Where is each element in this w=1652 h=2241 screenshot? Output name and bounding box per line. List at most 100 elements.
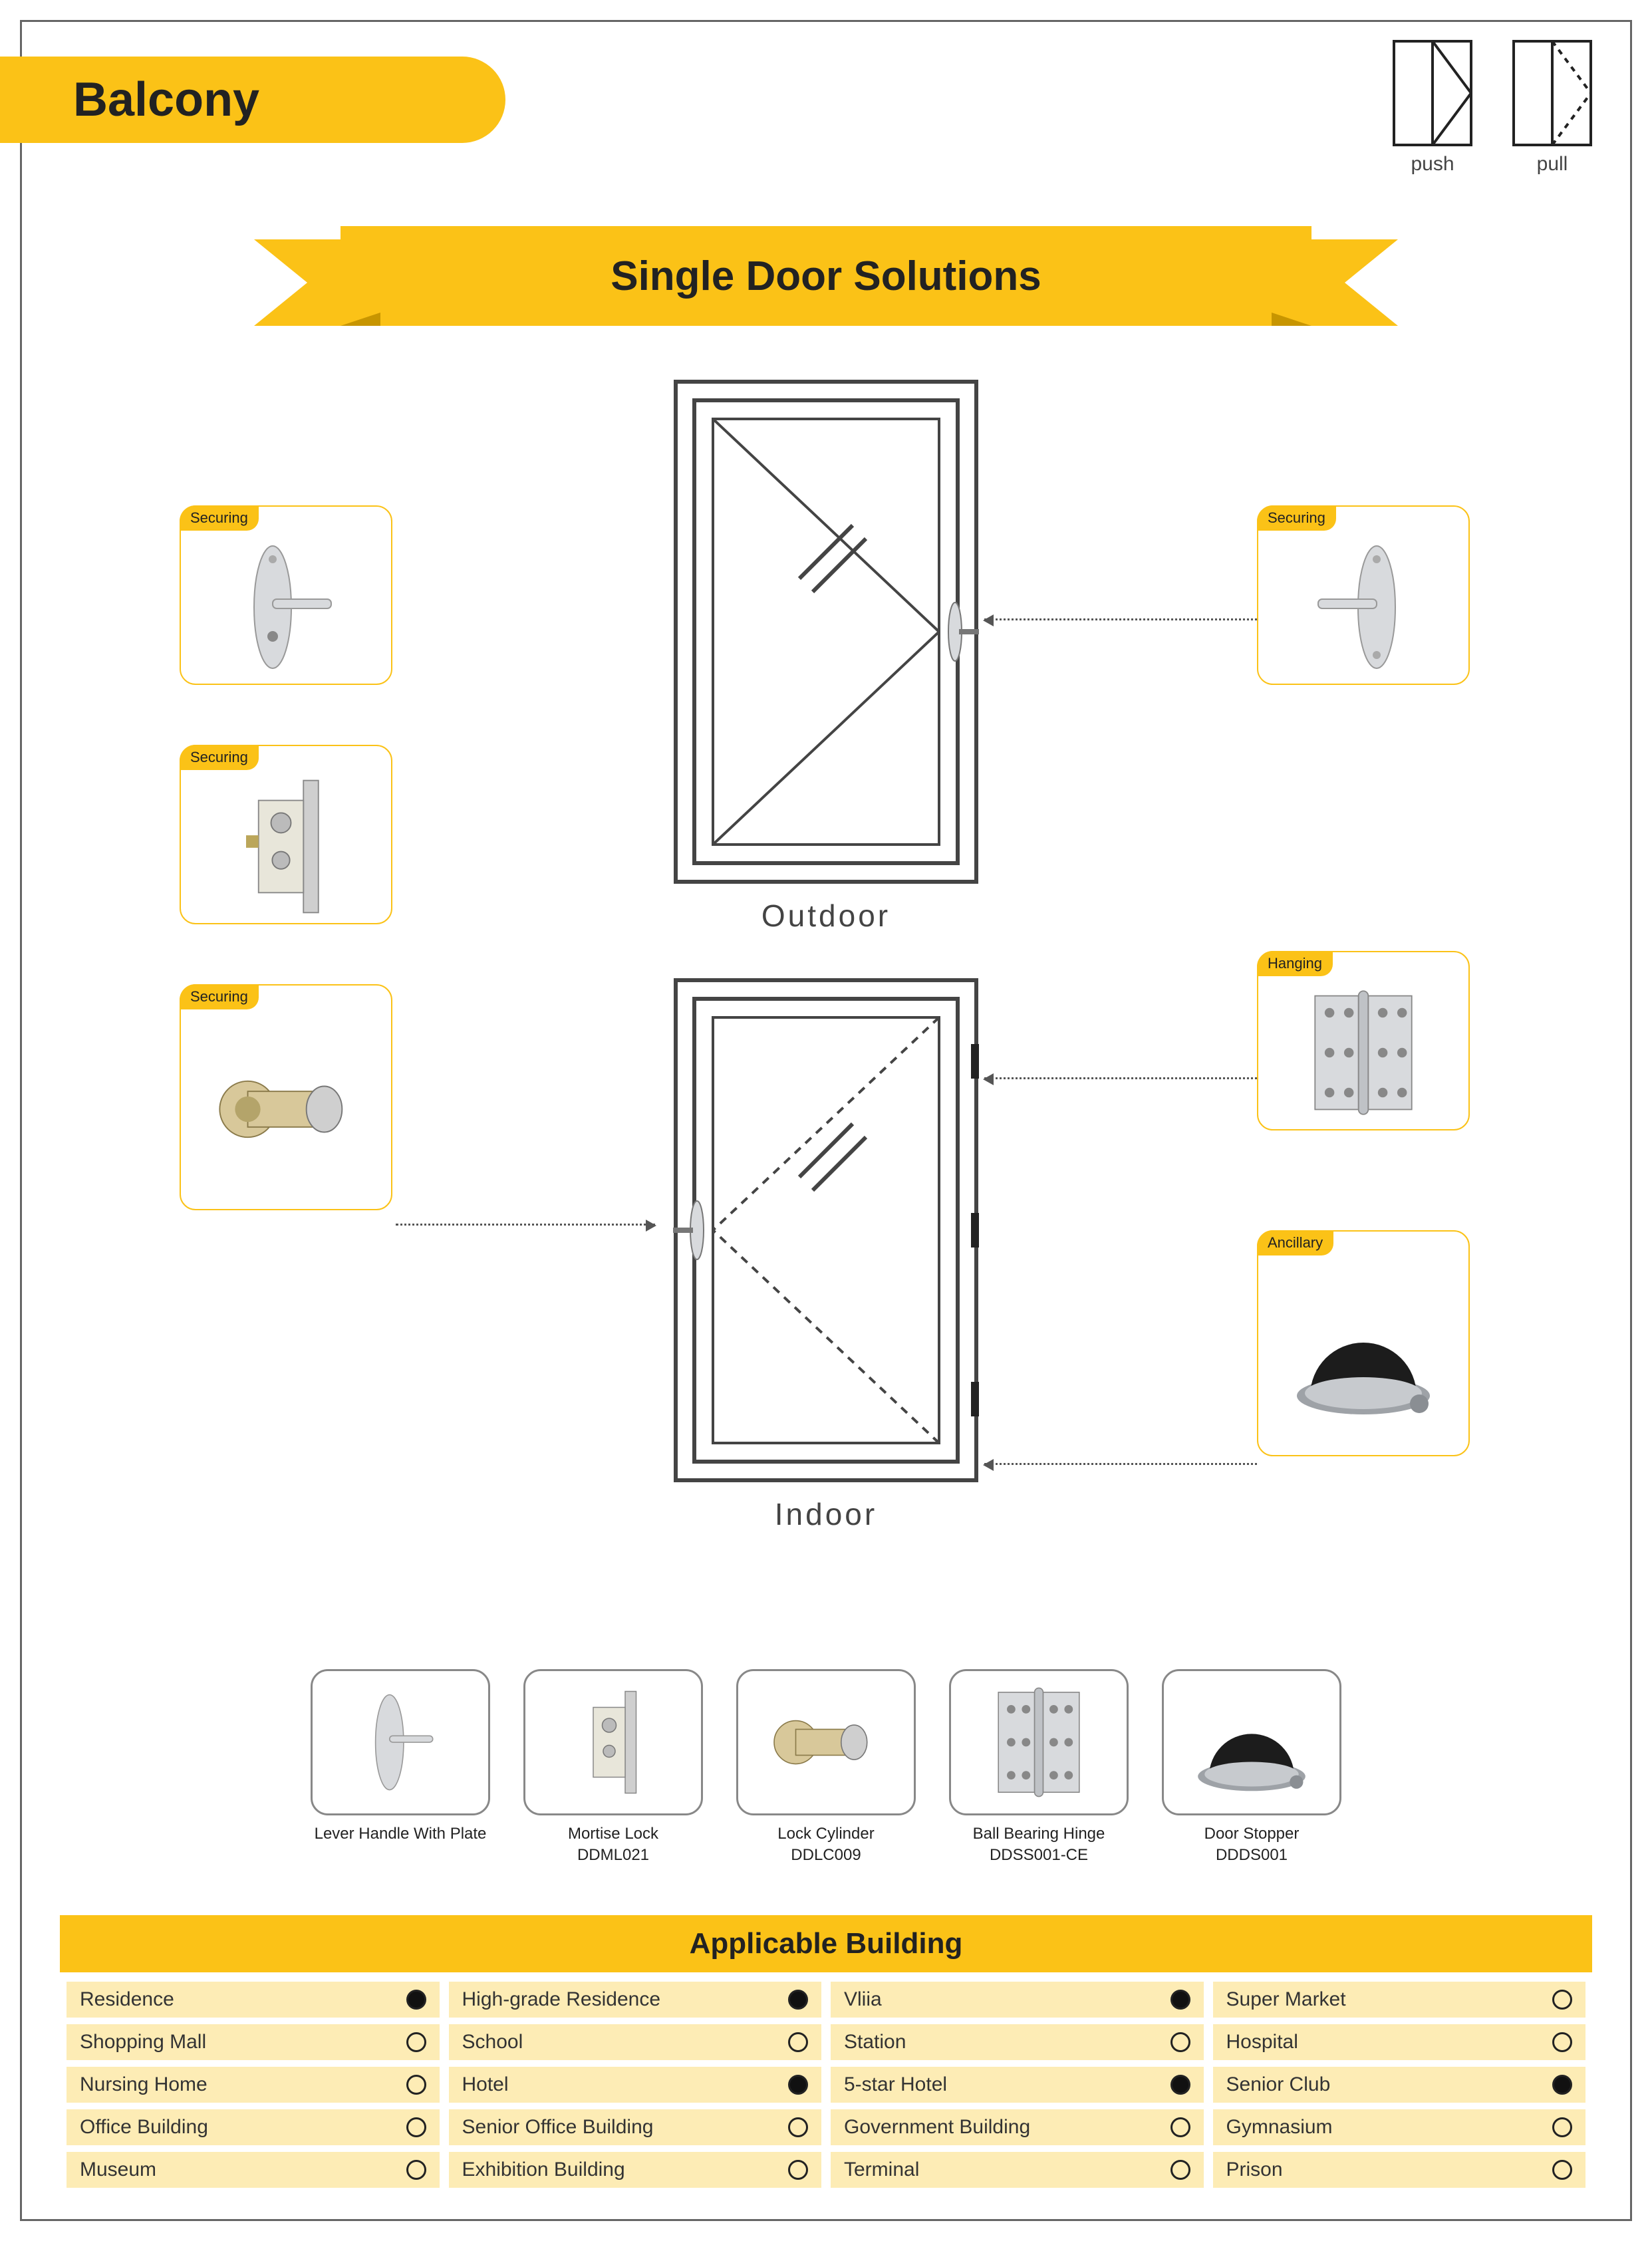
app-cell-label: Hotel — [462, 2073, 509, 2096]
app-cell: Terminal — [831, 2152, 1204, 2188]
app-cell: Super Market — [1213, 1982, 1586, 2018]
outdoor-label: Outdoor — [673, 898, 979, 934]
status-dot — [788, 2075, 808, 2095]
app-cell-label: High-grade Residence — [462, 1988, 661, 2011]
callout-left-1: Securing Lever Handle x 1 — [180, 505, 304, 529]
outdoor-door: Outdoor — [673, 379, 979, 934]
product-name: Door Stopper — [1204, 1825, 1300, 1843]
app-cell-label: Exhibition Building — [462, 2159, 625, 2181]
app-cell-label: Station — [844, 2031, 906, 2053]
header-title: Balcony — [73, 72, 259, 127]
hinge-icon — [1258, 976, 1468, 1129]
product-code: DDML021 — [577, 1846, 649, 1865]
callout-left-2: Securing Mortise Lock x 1 — [180, 745, 300, 769]
product-code: DDDS001 — [1216, 1846, 1288, 1865]
app-cell: Museum — [67, 2152, 440, 2188]
indoor-label: Indoor — [673, 1496, 979, 1532]
status-dot — [788, 1990, 808, 2010]
connector-r3 — [984, 1463, 1257, 1465]
callout-right-2: Hanging Ball Bearing Hinge x 3 — [1257, 951, 1419, 975]
app-cell: Nursing Home — [67, 2067, 440, 2103]
app-cell-label: Office Building — [80, 2116, 208, 2139]
product-item: Lock Cylinder DDLC009 — [736, 1669, 916, 1865]
app-table-title: Applicable Building — [60, 1915, 1592, 1972]
product-item: Door Stopper DDDS001 — [1162, 1669, 1341, 1865]
app-cell-label: Senior Office Building — [462, 2116, 654, 2139]
product-name: Lock Cylinder — [777, 1825, 874, 1843]
product-item: Lever Handle With Plate — [311, 1669, 490, 1865]
app-cell: Residence — [67, 1982, 440, 2018]
tag-securing: Securing — [1257, 505, 1336, 531]
app-cell-label: Terminal — [844, 2159, 919, 2181]
door-stopper-icon — [1258, 1255, 1468, 1455]
status-dot — [1552, 2117, 1572, 2137]
product-item: Ball Bearing Hinge DDSS001-CE — [949, 1669, 1129, 1865]
callout-right-1: Securing Lever Handle x 1 — [1257, 505, 1381, 529]
app-cell-label: Senior Club — [1226, 2073, 1331, 2096]
status-dot — [406, 2032, 426, 2052]
cylinder-icon — [181, 1009, 391, 1209]
status-dot — [1170, 2075, 1190, 2095]
app-cell: Office Building — [67, 2109, 440, 2145]
app-cell-label: Government Building — [844, 2116, 1030, 2139]
product-code: DDSS001-CE — [990, 1846, 1088, 1865]
mortise-lock-icon — [181, 770, 391, 923]
app-cell: School — [449, 2024, 822, 2060]
product-name: Lever Handle With Plate — [315, 1825, 487, 1843]
indoor-door: Indoor — [673, 978, 979, 1532]
title-ribbon: Single Door Solutions — [254, 226, 1398, 326]
tag-hanging: Hanging — [1257, 951, 1333, 976]
hinge-icon — [949, 1669, 1129, 1815]
mortise-lock-icon — [523, 1669, 703, 1815]
status-dot — [1552, 1990, 1572, 2010]
connector-r1 — [984, 618, 1257, 620]
tag-securing: Securing — [180, 505, 259, 531]
product-name: Ball Bearing Hinge — [973, 1825, 1105, 1843]
connector-l3 — [396, 1224, 655, 1226]
app-cell: Prison — [1213, 2152, 1586, 2188]
status-dot — [1170, 2032, 1190, 2052]
lever-handle-icon — [311, 1669, 490, 1815]
status-dot — [1170, 1990, 1190, 2010]
app-cell-label: School — [462, 2031, 523, 2053]
push-pull-icons: push pull — [1393, 40, 1592, 176]
app-cell: Senior Club — [1213, 2067, 1586, 2103]
lever-handle-icon — [181, 531, 391, 684]
pull-icon-block: pull — [1512, 40, 1592, 176]
app-cell-label: Gymnasium — [1226, 2116, 1333, 2139]
status-dot — [406, 2117, 426, 2137]
app-cell-label: Super Market — [1226, 1988, 1346, 2011]
lever-handle-icon — [1258, 531, 1468, 684]
product-code: DDLC009 — [791, 1846, 861, 1865]
door-push-icon — [1393, 40, 1472, 146]
door-pull-icon — [1512, 40, 1592, 146]
app-cell: Senior Office Building — [449, 2109, 822, 2145]
app-cell: Hotel — [449, 2067, 822, 2103]
header-tab: Balcony — [0, 57, 505, 143]
callout-left-3: Securing Cylinder x 1 — [180, 984, 268, 1008]
app-cell-label: Shopping Mall — [80, 2031, 206, 2053]
app-cell: Hospital — [1213, 2024, 1586, 2060]
status-dot — [1552, 2160, 1572, 2180]
push-label: push — [1411, 153, 1454, 176]
app-cell: Station — [831, 2024, 1204, 2060]
app-cell-label: Prison — [1226, 2159, 1283, 2181]
app-cell: High-grade Residence — [449, 1982, 822, 2018]
app-cell-label: Vliia — [844, 1988, 882, 2011]
status-dot — [406, 2160, 426, 2180]
status-dot — [1552, 2075, 1572, 2095]
tag-securing: Securing — [180, 745, 259, 770]
tag-securing: Securing — [180, 984, 259, 1009]
status-dot — [406, 1990, 426, 2010]
status-dot — [1170, 2160, 1190, 2180]
status-dot — [1170, 2117, 1190, 2137]
product-item: Mortise Lock DDML021 — [523, 1669, 703, 1865]
status-dot — [788, 2117, 808, 2137]
app-cell-label: Residence — [80, 1988, 174, 2011]
pull-label: pull — [1537, 153, 1568, 176]
app-cell: Gymnasium — [1213, 2109, 1586, 2145]
app-cell-label: Museum — [80, 2159, 156, 2181]
callout-right-3: Ancillary Door Stopper x 1 — [1257, 1230, 1381, 1254]
status-dot — [1552, 2032, 1572, 2052]
status-dot — [788, 2160, 808, 2180]
